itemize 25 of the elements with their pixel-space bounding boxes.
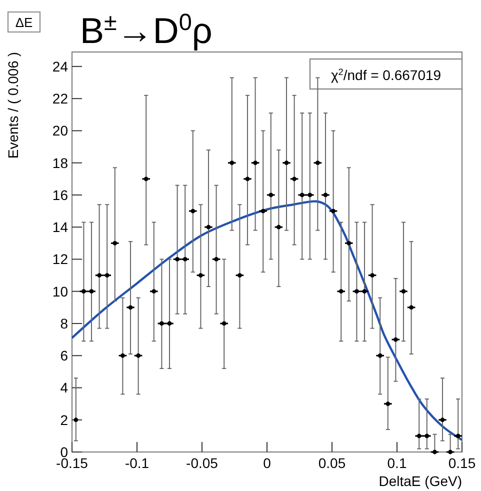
x-tick-label: 0.05 <box>318 455 346 471</box>
point <box>74 418 78 422</box>
x-tick-label: 0.1 <box>387 455 407 471</box>
y-tick-label: 14 <box>52 219 68 236</box>
x-axis-title: DeltaE (GeV) <box>378 473 462 489</box>
x-tick-label: 0 <box>263 455 272 471</box>
text: ΔE <box>15 15 34 30</box>
y-tick-label: 6 <box>60 348 68 364</box>
y-tick-label: 18 <box>52 154 68 171</box>
x-tick-label: -0.05 <box>186 455 218 471</box>
y-tick-label: 8 <box>60 315 68 332</box>
y-axis-title: Events / ( 0.006 ) <box>5 52 21 159</box>
y-tick-label: 12 <box>52 251 68 268</box>
x-tick-label: 0.15 <box>448 455 476 471</box>
x-tick-label: -0.1 <box>124 455 150 471</box>
annotation: χ$^{2}$/ndf = 0.667019 <box>330 67 442 83</box>
y-tick-label: 10 <box>52 283 68 300</box>
y-tick-label: 24 <box>52 58 68 74</box>
y-tick-label: 16 <box>52 186 68 203</box>
y-tick-label: 22 <box>52 90 68 107</box>
y-tick-label: 4 <box>60 380 68 396</box>
line-series <box>70 200 464 442</box>
y-tick-label: 20 <box>52 122 68 139</box>
chart-title: B$^{±}$→D$^{0}$ρ <box>80 9 212 51</box>
y-tick-label: 2 <box>60 412 68 428</box>
